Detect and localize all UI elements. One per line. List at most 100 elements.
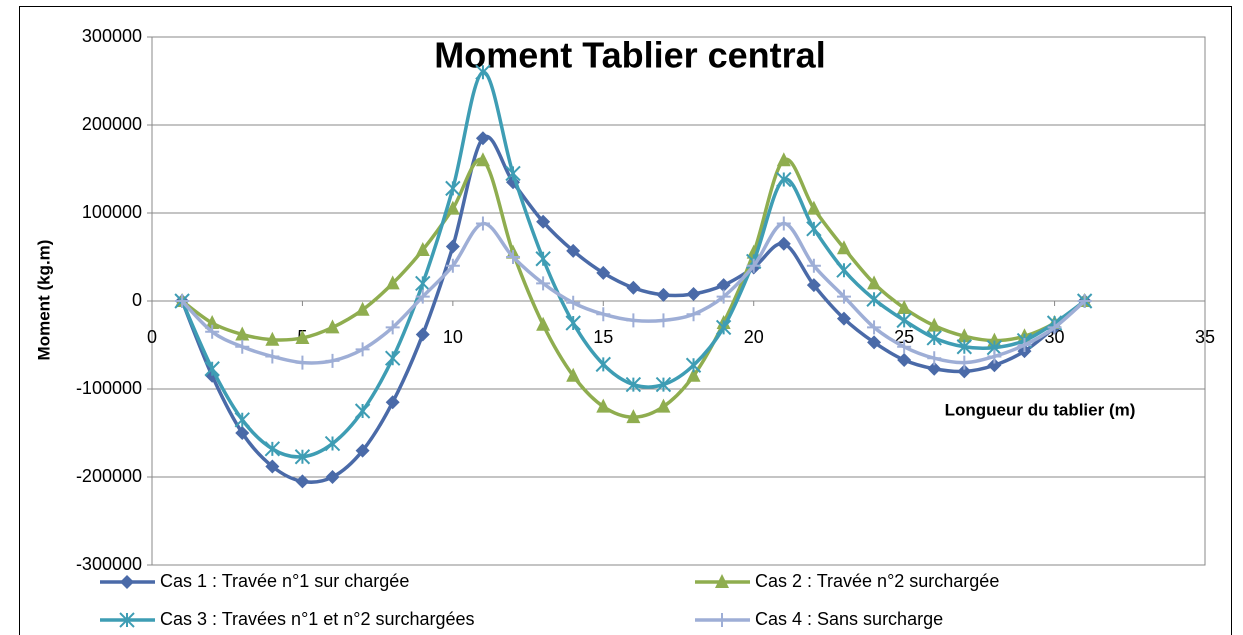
- y-tick-label: 0: [132, 290, 142, 310]
- marker: [776, 171, 792, 188]
- marker: [897, 300, 912, 315]
- marker: [120, 575, 134, 589]
- marker: [565, 315, 581, 331]
- legend-label: Cas 4 : Sans surcharge: [755, 609, 943, 629]
- marker: [927, 351, 942, 366]
- marker: [626, 280, 641, 295]
- marker: [264, 441, 281, 457]
- marker: [204, 361, 220, 377]
- marker: [806, 278, 821, 293]
- marker: [415, 275, 431, 292]
- marker: [897, 339, 912, 354]
- marker: [806, 200, 821, 215]
- marker: [415, 241, 430, 256]
- marker: [355, 342, 370, 357]
- x-tick-label: 0: [147, 327, 157, 347]
- marker: [715, 613, 729, 627]
- marker: [505, 165, 521, 182]
- marker: [295, 474, 310, 489]
- marker: [536, 276, 551, 291]
- marker: [806, 258, 821, 273]
- marker: [595, 356, 611, 373]
- marker: [836, 311, 851, 326]
- marker: [867, 320, 882, 335]
- marker: [445, 258, 460, 273]
- marker: [265, 331, 280, 346]
- marker: [776, 216, 791, 231]
- marker: [656, 398, 671, 413]
- marker: [385, 275, 400, 290]
- chart-title: Moment Tablier central: [434, 35, 825, 76]
- y-tick-label: -100000: [76, 378, 142, 398]
- marker: [836, 240, 851, 255]
- marker: [626, 409, 641, 424]
- marker: [235, 426, 250, 440]
- marker: [295, 355, 310, 370]
- marker: [445, 180, 461, 197]
- marker: [235, 326, 250, 341]
- marker: [716, 278, 731, 293]
- marker: [686, 286, 701, 301]
- marker: [776, 236, 791, 251]
- marker: [325, 353, 340, 368]
- y-tick-label: 200000: [82, 114, 142, 134]
- marker: [536, 214, 551, 229]
- x-tick-label: 25: [894, 327, 914, 347]
- marker: [535, 251, 551, 267]
- y-tick-label: 100000: [82, 202, 142, 222]
- marker: [957, 364, 972, 379]
- marker: [596, 398, 611, 413]
- x-tick-label: 35: [1195, 327, 1215, 347]
- marker: [626, 313, 641, 328]
- marker: [746, 258, 761, 273]
- marker: [715, 574, 729, 588]
- marker: [836, 289, 851, 304]
- marker: [566, 243, 581, 258]
- marker: [686, 307, 701, 322]
- marker: [325, 319, 340, 334]
- y-tick-label: -200000: [76, 466, 142, 486]
- legend-label: Cas 1 : Travée n°1 sur chargée: [160, 571, 409, 591]
- marker: [715, 319, 732, 336]
- marker: [956, 339, 973, 355]
- marker: [475, 131, 490, 146]
- marker: [987, 349, 1002, 364]
- marker: [294, 449, 311, 465]
- marker: [987, 358, 1002, 373]
- legend-label: Cas 2 : Travée n°2 surchargée: [755, 571, 999, 591]
- marker: [205, 324, 220, 339]
- y-tick-label: 300000: [82, 26, 142, 46]
- marker: [1017, 338, 1032, 352]
- marker: [384, 350, 401, 366]
- marker: [867, 335, 882, 350]
- marker: [1047, 320, 1062, 335]
- marker: [265, 349, 280, 364]
- marker: [324, 435, 341, 452]
- marker: [655, 376, 672, 393]
- legend-label: Cas 3 : Travées n°1 et n°2 surchargées: [160, 609, 475, 629]
- marker: [385, 320, 400, 335]
- marker: [119, 612, 135, 628]
- marker: [475, 64, 491, 80]
- x-tick-label: 15: [593, 327, 613, 347]
- marker: [415, 327, 430, 342]
- series-line: [180, 134, 1086, 484]
- marker: [566, 367, 581, 382]
- marker: [265, 459, 280, 474]
- marker: [235, 339, 250, 354]
- marker: [205, 315, 220, 329]
- marker: [896, 312, 912, 329]
- marker: [806, 221, 822, 237]
- marker: [866, 291, 882, 307]
- marker: [656, 313, 671, 328]
- marker: [625, 376, 642, 393]
- marker: [596, 307, 611, 322]
- marker: [776, 152, 791, 167]
- marker: [536, 316, 551, 331]
- marker: [325, 470, 340, 484]
- marker: [234, 412, 250, 428]
- marker: [445, 239, 460, 254]
- marker: [355, 443, 370, 458]
- marker: [927, 317, 942, 332]
- series-line: [180, 70, 1086, 459]
